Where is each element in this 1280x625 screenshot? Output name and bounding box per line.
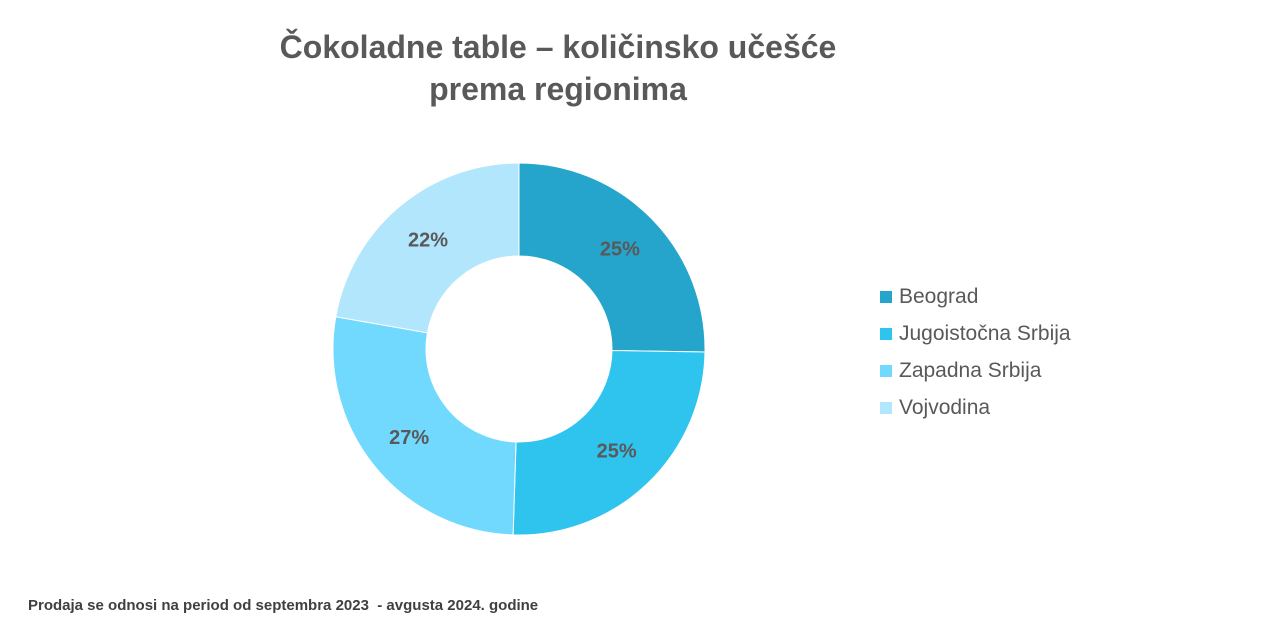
chart-title-line-1: Čokoladne table – količinsko učešće xyxy=(279,29,837,65)
donut-slice-jugoisto-na-srbija xyxy=(512,349,706,536)
legend-swatch xyxy=(880,364,892,377)
data-label-beograd: 25% xyxy=(600,239,640,261)
legend-swatch xyxy=(880,290,892,303)
data-label-vojvodina: 22% xyxy=(408,230,448,252)
chart-title: Čokoladne table – količinsko učešće prem… xyxy=(180,26,936,110)
chart-legend: Beograd Jugoistočna Srbija Zapadna Srbija V… xyxy=(880,278,1071,426)
legend-item-beograd: Beograd xyxy=(880,278,1071,315)
legend-item-jugoisto-na-srbija: Jugoistočna Srbija xyxy=(880,315,1071,352)
donut-slice-vojvodina xyxy=(335,162,520,334)
legend-swatch xyxy=(880,327,892,340)
legend-label: Zapadna Srbija xyxy=(899,358,1042,382)
chart-title-line-2: prema regionima xyxy=(429,71,687,107)
legend-item-zapadna-srbija: Zapadna Srbija xyxy=(880,352,1071,389)
donut-slice-beograd xyxy=(518,162,706,353)
data-label-zapadna-srbija: 27% xyxy=(389,427,429,449)
legend-label: Vojvodina xyxy=(899,395,991,419)
legend-item-vojvodina: Vojvodina xyxy=(880,389,1071,426)
donut-chart: 25% 25% 27% 22% xyxy=(332,162,706,536)
footnote: Prodaja se odnosi na period od septembra… xyxy=(28,597,539,614)
data-label-jugoisto-na-srbija: 25% xyxy=(597,440,637,462)
donut-slice-zapadna-srbija xyxy=(332,316,517,536)
legend-label: Jugoistočna Srbija xyxy=(899,321,1071,345)
legend-swatch xyxy=(880,401,892,414)
legend-label: Beograd xyxy=(899,284,979,308)
